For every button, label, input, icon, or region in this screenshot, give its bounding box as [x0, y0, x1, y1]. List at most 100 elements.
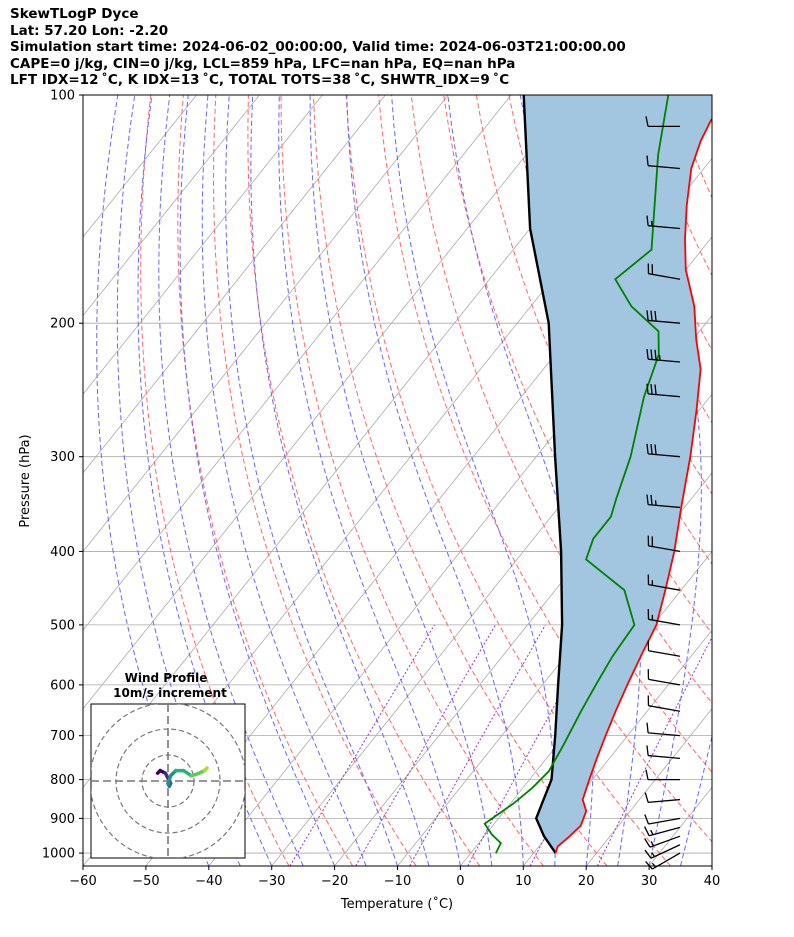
x-tick-label: 40 [704, 874, 721, 889]
wind-barb [646, 745, 681, 760]
profile-lines [483, 95, 712, 854]
isotherm-line [83, 95, 197, 238]
y-tick-label: 700 [50, 729, 75, 744]
barb-staff [648, 650, 681, 657]
moist-adiabat [346, 95, 524, 866]
header-indices: LFT IDX=12 ˚C, K IDX=13 ˚C, TOTAL TOTS=3… [10, 72, 510, 88]
wind-barb [646, 494, 681, 509]
mixing-ratio-line [596, 635, 712, 866]
header-cape: CAPE=0 j/kg, CIN=0 j/kg, LCL=859 hPa, LF… [10, 55, 516, 72]
barb-flag [646, 722, 649, 733]
barb-flag [646, 443, 649, 454]
dry-adiabat [769, 95, 794, 866]
barb-staff [648, 319, 681, 324]
header-station: SkewTLogP Dyce [10, 6, 139, 22]
x-tick-label: −10 [384, 874, 411, 889]
header-times: Simulation start time: 2024-06-02_00:00:… [10, 39, 626, 55]
barb-flag [646, 745, 649, 756]
wind-barb [646, 383, 681, 398]
x-tick-label: 0 [456, 874, 464, 889]
moist-adiabat [201, 95, 367, 866]
wind-barb [644, 844, 681, 859]
isotherm-line [83, 95, 260, 317]
barb-half-flag [650, 841, 655, 847]
dry-adiabat [212, 95, 417, 866]
axis-ticks: −60 −50 −40 −30 −20 −10 0 10 20 30 40 100 200 300 400 5… [42, 89, 720, 890]
hodograph-segment [202, 766, 209, 773]
barb-staff [648, 165, 681, 170]
wind-barb [646, 443, 681, 458]
isotherm-line [83, 95, 575, 710]
barb-half-flag [651, 862, 657, 868]
moist-adiabat [137, 95, 273, 866]
shaded-area [523, 95, 712, 854]
moist-adiabat [158, 95, 304, 866]
wind-barb [646, 722, 681, 737]
barb-flag [646, 348, 649, 360]
barb-staff [648, 678, 681, 686]
y-tick-label: 600 [50, 678, 75, 693]
x-tick-label: −50 [132, 874, 159, 889]
barb-staff [648, 273, 681, 280]
barb-staff [648, 504, 681, 509]
barb-flag [644, 792, 649, 803]
barb-staff [648, 705, 681, 712]
barb-flag [650, 494, 653, 506]
parcel-profile-line [522, 95, 564, 854]
barb-flag [646, 310, 649, 321]
barb-flag [645, 860, 653, 870]
mixing-ratio-line [409, 624, 546, 866]
wind-barbs [643, 116, 681, 870]
dry-adiabat [443, 95, 712, 704]
isotherm-line [83, 95, 449, 553]
moist-adiabat [309, 95, 493, 866]
barb-flag [644, 814, 650, 825]
x-tick-label: −60 [69, 874, 96, 889]
barb-flag [644, 849, 652, 859]
y-tick-label: 200 [50, 317, 75, 332]
wind-barb [645, 769, 680, 781]
isotherm-line [83, 95, 323, 395]
barb-flag [645, 769, 649, 780]
chart-header: SkewTLogP Dyce Lat: 57.20 Lon: -2.20 Sim… [10, 6, 626, 89]
x-tick-label: 10 [515, 874, 532, 889]
moist-adiabat [225, 95, 398, 866]
wind-barb [647, 263, 681, 280]
barb-staff [648, 358, 681, 363]
inset-subtitle: 10m/s increment [113, 686, 227, 700]
barb-staff [648, 225, 681, 230]
barb-half-flag [654, 500, 657, 506]
temperature-line [554, 117, 712, 854]
barb-flag [650, 444, 653, 455]
isotherm-line [208, 236, 712, 866]
y-tick-label: 900 [50, 812, 75, 827]
dry-adiabat [671, 95, 712, 199]
x-tick-label: −40 [195, 874, 222, 889]
dry-adiabat [345, 95, 671, 866]
wind-barb [646, 155, 681, 170]
barb-flag [643, 826, 650, 836]
x-tick-label: 30 [641, 874, 658, 889]
wind-profile-inset: Wind Profile 10m/s increment [90, 671, 246, 859]
barb-staff [648, 618, 681, 626]
moist-adiabat [278, 95, 461, 866]
moist-adiabat [391, 95, 556, 866]
wind-barb [644, 814, 681, 825]
moist-adiabat [711, 864, 712, 866]
mixing-ratio-line [289, 624, 435, 866]
isotherm-line [522, 629, 712, 866]
barb-flag [654, 384, 657, 395]
barb-staff [648, 545, 681, 553]
isotherm-line [585, 708, 712, 866]
barb-staff [648, 732, 681, 737]
dry-adiabat [703, 95, 712, 117]
barb-staff [648, 393, 681, 398]
isotherm-line [775, 95, 794, 866]
cape-shading [523, 95, 712, 854]
barb-half-flag [658, 355, 661, 361]
isotherm-line [83, 95, 386, 474]
y-tick-label: 1000 [42, 847, 75, 862]
wind-barb [646, 348, 681, 363]
barb-flag [654, 349, 657, 360]
